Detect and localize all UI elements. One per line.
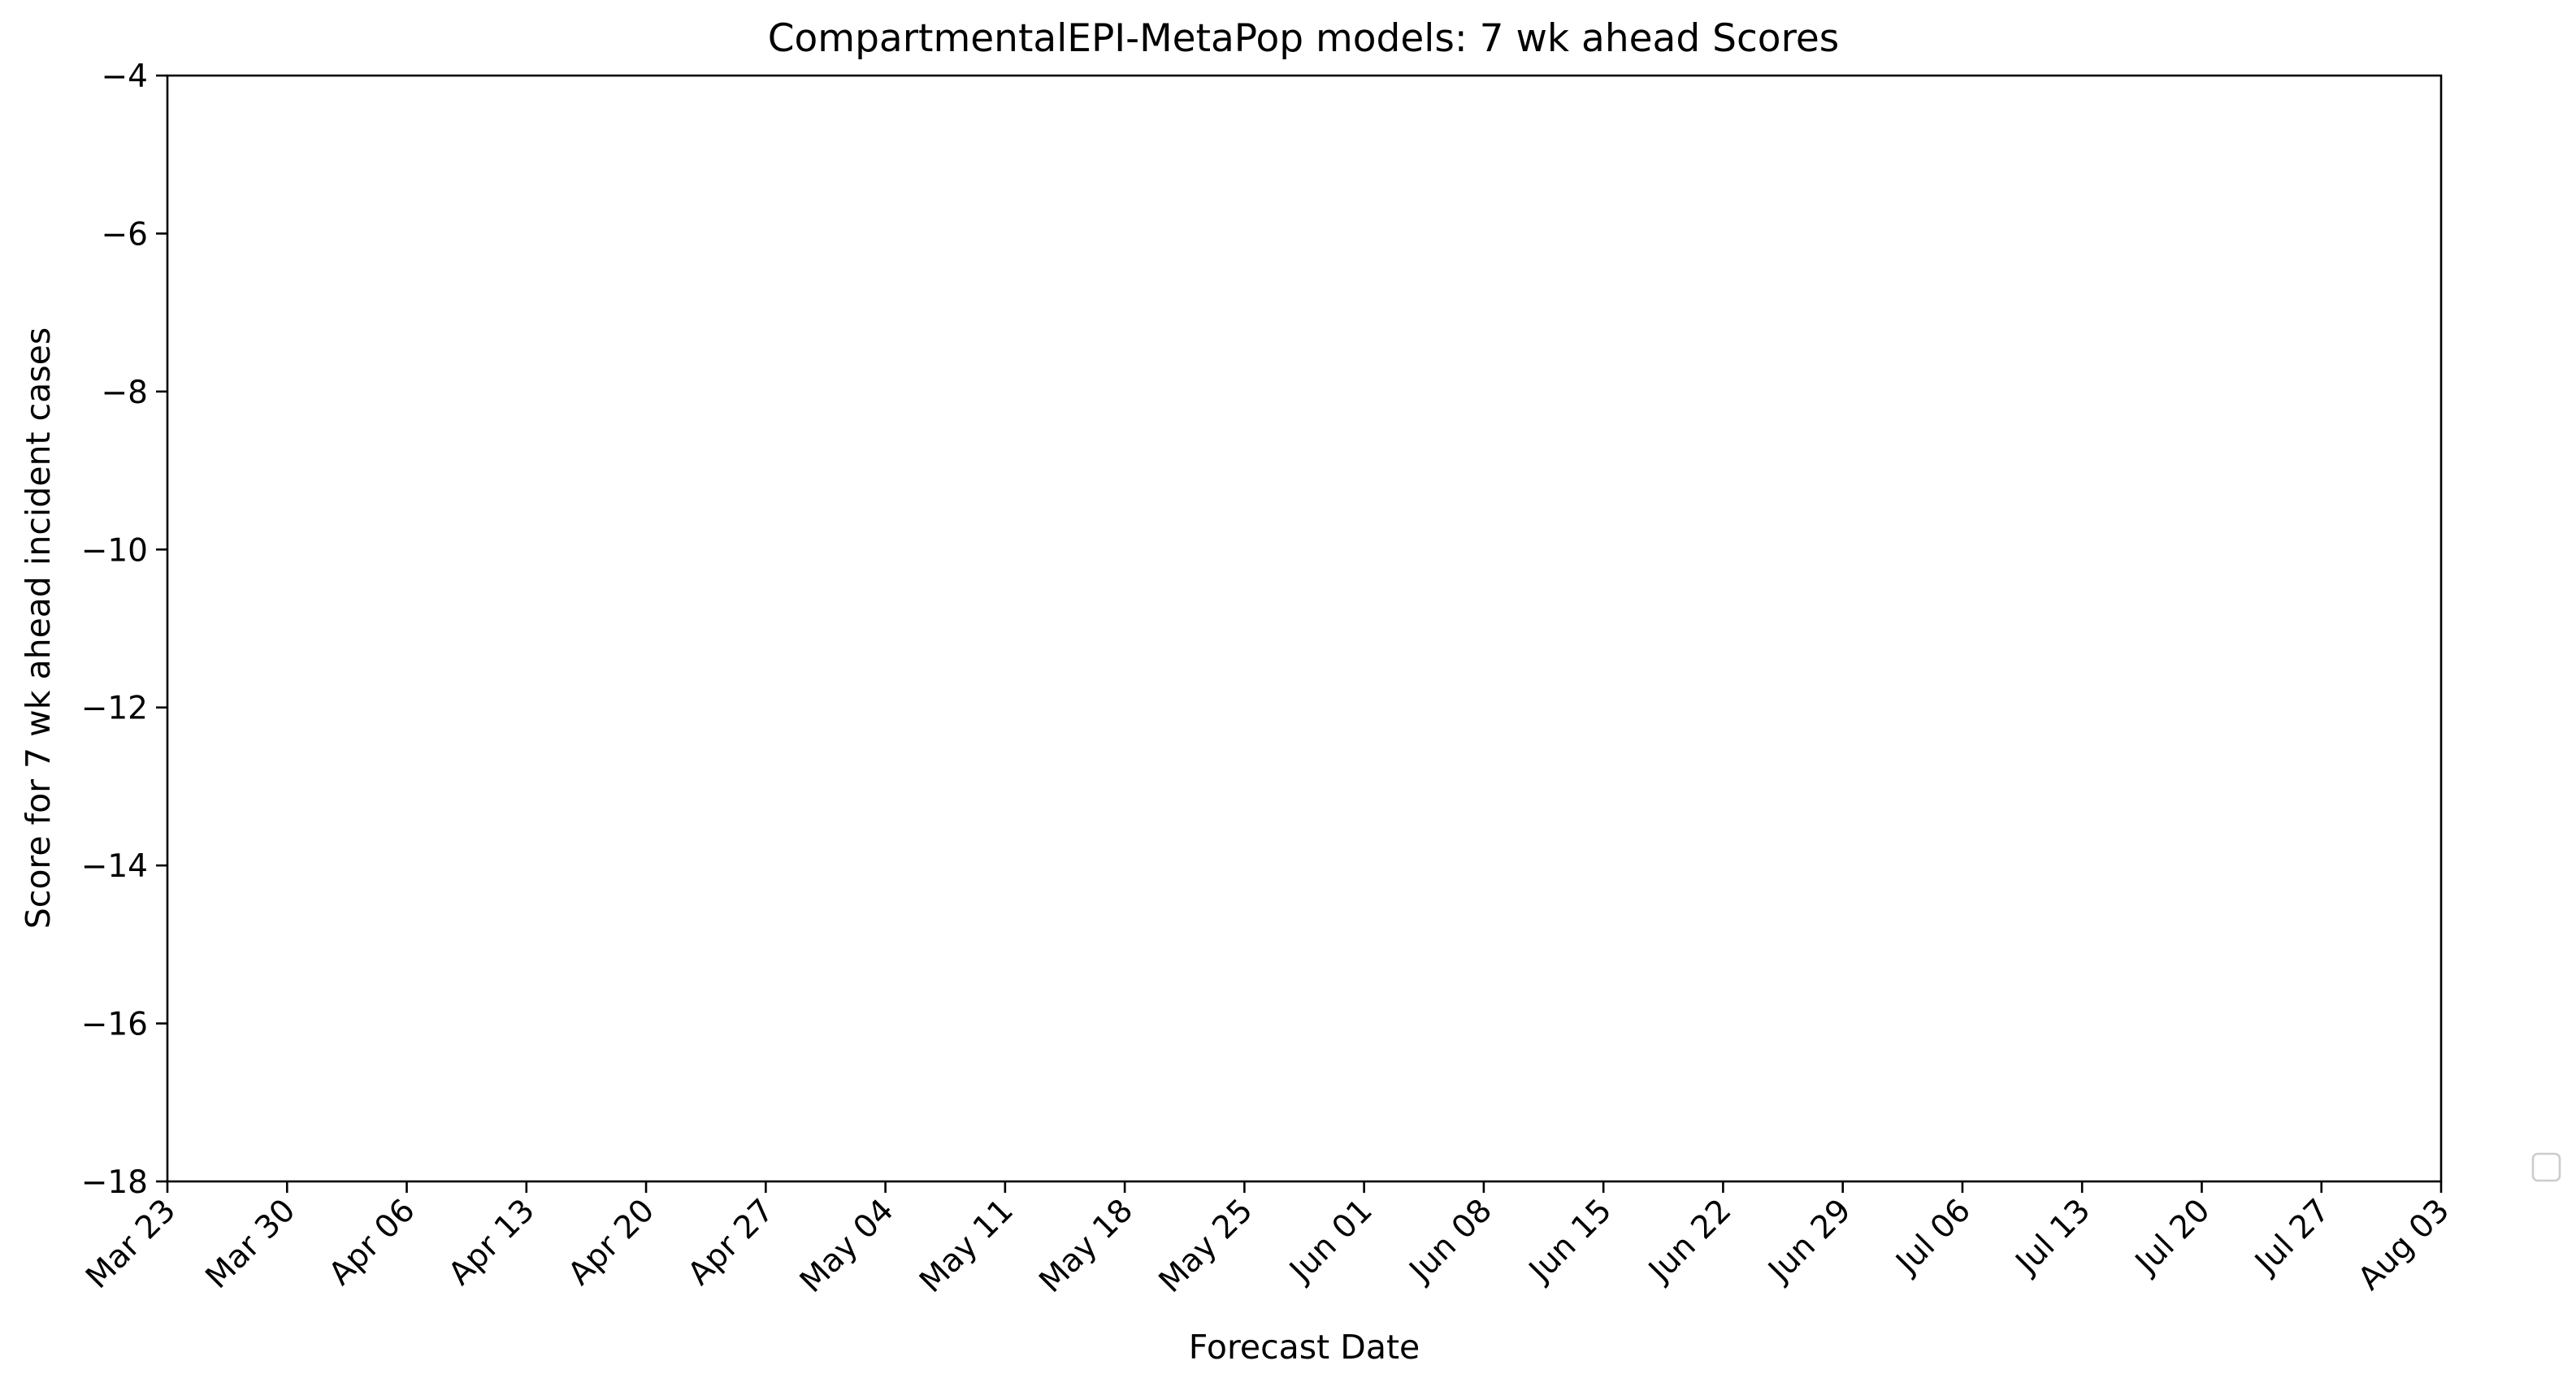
legend-box [2531, 1152, 2561, 1182]
plot-area [166, 74, 2443, 1183]
y-axis-label: Score for 7 wk ahead incident cases [19, 327, 58, 929]
y-axis: −4 −6 −8 −10 −12 −14 −16 −18 [81, 59, 167, 1201]
y-tick-label: −10 [81, 532, 148, 569]
chart-title: CompartmentalEPI-MetaPop models: 7 wk ah… [768, 16, 1840, 61]
y-tick-label: −8 [102, 375, 149, 411]
x-axis-label: Forecast Date [1189, 1328, 1420, 1367]
y-tick-label: −16 [81, 1007, 148, 1043]
plot-frame [166, 74, 2443, 1183]
y-tick-label: −6 [102, 216, 149, 253]
y-tick-label: −14 [81, 848, 148, 885]
y-tick-label: −12 [81, 691, 148, 727]
y-tick-label: −18 [81, 1164, 148, 1201]
y-tick-label: −4 [102, 59, 149, 95]
legend [2531, 1152, 2561, 1182]
